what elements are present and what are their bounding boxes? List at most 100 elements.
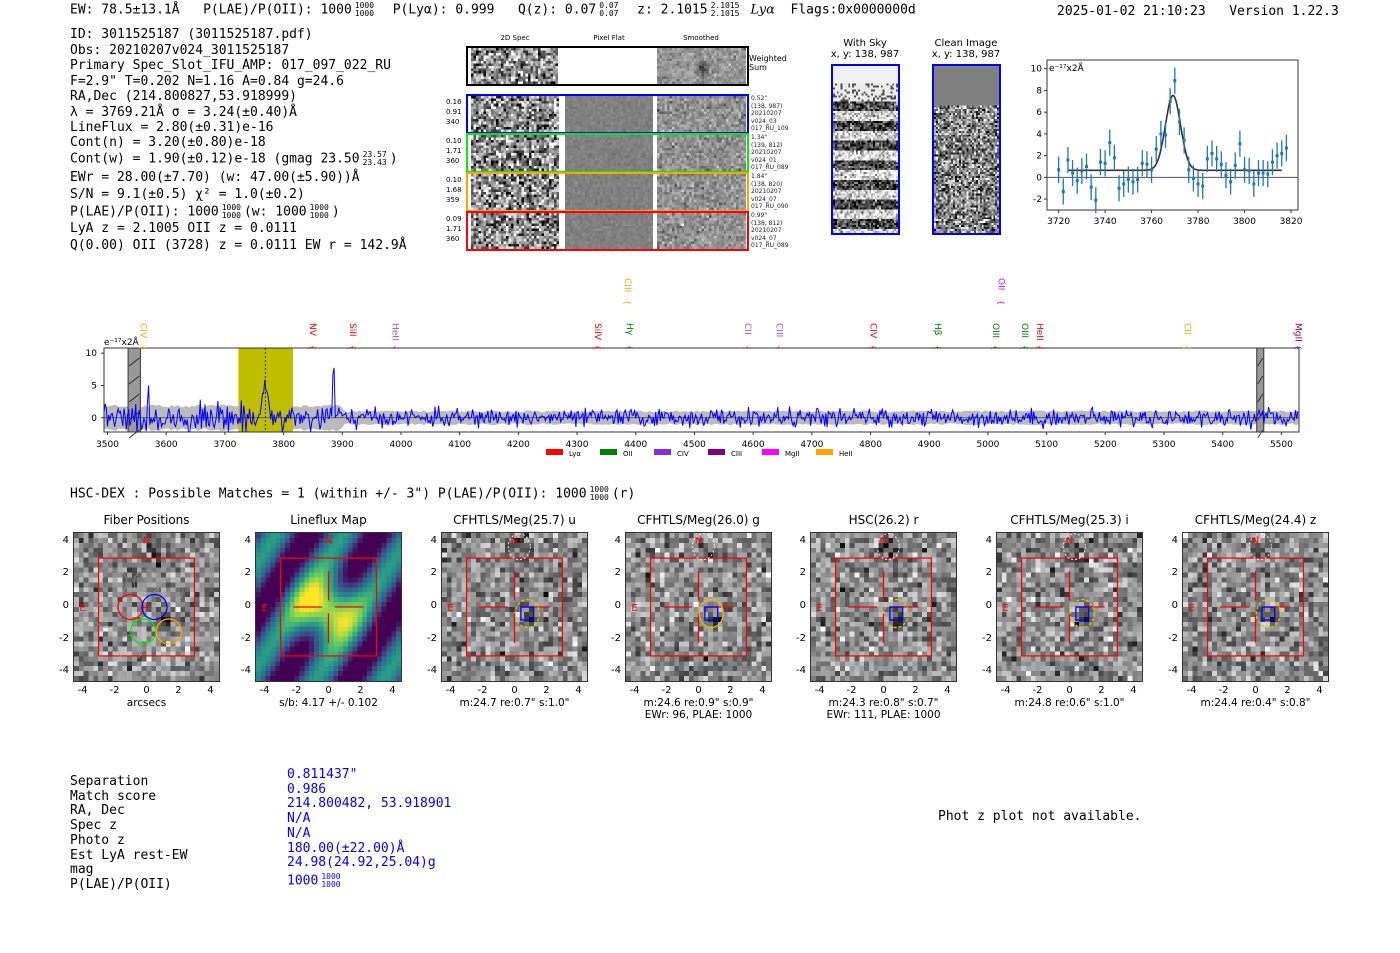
point-marker xyxy=(1280,151,1284,155)
east-marker: E xyxy=(631,603,637,614)
match-value: 0.986 xyxy=(287,782,326,797)
match-label: mag xyxy=(70,862,94,878)
x-tick-label: 0 xyxy=(143,685,150,696)
emission-line-label: SiIV { xyxy=(592,323,602,350)
header-summary: EW: 78.5±13.1Å P(LAE)/P(OII): 1000 1000 10… xyxy=(70,2,916,18)
cutout-caption: m:24.4 re:0.4" s:0.8" xyxy=(1200,697,1311,709)
fiber-info-line: 20210207 xyxy=(751,227,782,234)
point-marker xyxy=(1098,160,1102,164)
point-marker xyxy=(1057,168,1061,172)
y-tick-label: -4 xyxy=(611,665,621,677)
y-tick-label: 2 xyxy=(1036,152,1042,162)
x-tick-label: 2 xyxy=(543,685,550,696)
data-point xyxy=(1261,160,1265,187)
north-marker: N xyxy=(695,535,702,546)
x-tick-label: 3600 xyxy=(155,440,178,450)
data-point xyxy=(1122,170,1126,197)
point-marker xyxy=(1219,162,1223,166)
spec2d-header: 2D Spec xyxy=(500,34,530,42)
x-tick-label: 4 xyxy=(1316,685,1323,696)
match-label: RA, Dec xyxy=(70,803,125,819)
data-point xyxy=(1085,153,1089,180)
weighted-smoothed xyxy=(657,48,746,84)
legend-label: CIII xyxy=(731,450,742,458)
x-tick-label: -4 xyxy=(629,685,640,696)
emission-line-label: HeII { xyxy=(390,323,400,350)
y-tick-label: 0 xyxy=(799,600,806,611)
line-label-text: HeII xyxy=(390,323,400,341)
source-ellipse xyxy=(514,598,540,629)
point-marker xyxy=(1201,184,1205,188)
hatch-line xyxy=(1257,357,1264,367)
point-marker xyxy=(1103,161,1107,165)
y-tick-label: 4 xyxy=(430,534,437,546)
y-tick-label: 4 xyxy=(62,534,69,546)
fiber-2d-spec xyxy=(471,135,559,171)
x-tick-label: 4 xyxy=(575,685,582,696)
plot-frame xyxy=(103,347,1300,433)
line-label-text: CIV xyxy=(137,323,147,339)
x-tick-label: 2 xyxy=(1098,685,1105,696)
point-marker xyxy=(1066,158,1070,162)
data-point xyxy=(1266,161,1270,188)
fiber-pixel-flat xyxy=(565,135,653,171)
fiber-pixel-flat xyxy=(565,96,653,132)
plae-range: 1000 1000 xyxy=(321,872,340,889)
line-bracket-icon: { xyxy=(1035,345,1044,350)
cutout-image xyxy=(625,532,772,682)
y-tick-label: 8 xyxy=(1036,86,1042,96)
photz-note: Phot z plot not available. xyxy=(938,809,1142,824)
info-sn: S/N = 9.1(±0.5) χ² = 1.0(±0.2) xyxy=(70,187,305,202)
data-point xyxy=(1182,127,1186,154)
ew-value: EW: 78.5±13.1Å xyxy=(70,2,180,18)
x-tick-label: 3500 xyxy=(96,440,119,450)
x-tick-label: -4 xyxy=(814,685,825,696)
aperture-box xyxy=(1206,557,1305,657)
x-tick-label: 4 xyxy=(944,685,951,696)
info-contw: Cont(w) = 1.90(±0.12)e-18 (gmag 23.50 23.… xyxy=(70,151,398,167)
line-bracket-icon: { xyxy=(743,345,752,350)
with-sky-coords: x, y: 138, 987 xyxy=(830,49,900,60)
point-marker xyxy=(1173,79,1177,83)
with-sky-image xyxy=(831,64,900,235)
plae-w-upper: 1000 xyxy=(309,203,329,212)
line-label-text: CIII xyxy=(622,278,632,292)
fiber-smoothed xyxy=(657,96,746,132)
north-marker: N xyxy=(1066,535,1073,546)
fiber-info-line: 017_RU_089 xyxy=(751,164,789,171)
line-bracket-icon: { xyxy=(775,345,784,350)
point-marker xyxy=(1229,180,1233,184)
y-tick-label: 2 xyxy=(62,567,69,579)
fiber-info-line: v024_07 xyxy=(751,234,777,242)
info-q: Q(0.00) OII (3728) z = 0.0111 EW r = 142… xyxy=(70,238,407,253)
point-marker xyxy=(1261,171,1265,175)
x-tick-label: 4800 xyxy=(859,440,882,450)
gaussian-fit-curve xyxy=(1067,94,1282,172)
point-marker xyxy=(1210,151,1214,155)
cutout-overlay: N E + xyxy=(79,535,196,661)
with-sky-label: With Sky xyxy=(843,38,887,49)
contw-text: Cont(w) = 1.90(±0.12)e-18 (gmag 23.50 xyxy=(70,151,360,167)
fiber-smoothed xyxy=(657,135,746,171)
y-tick-label: -4 xyxy=(241,665,251,677)
x-tick-label: 4700 xyxy=(800,440,823,450)
fiber-circle xyxy=(101,569,128,596)
data-point xyxy=(1256,160,1260,187)
x-tick-label: -4 xyxy=(1000,685,1011,696)
with-sky-title: With Sky x, y: 138, 987 xyxy=(822,38,908,60)
line-bracket-icon: { xyxy=(933,345,942,350)
data-point xyxy=(1191,165,1195,192)
y-tick-label: 4 xyxy=(614,534,621,546)
north-marker: N xyxy=(143,535,150,546)
fiber-info-line: (138, 812) xyxy=(751,219,783,227)
fiber-2d-spec xyxy=(471,96,559,132)
match-box xyxy=(704,606,719,621)
fiber-row-stats: 0.10 1.68 359 xyxy=(446,175,462,205)
x-tick-label: 3740 xyxy=(1094,217,1117,227)
emission-line-label: CIV { xyxy=(137,323,147,350)
data-point xyxy=(1080,157,1084,184)
point-marker xyxy=(1243,168,1247,172)
cutout-caption: m:24.7 re:0.7" s:1.0" xyxy=(459,697,570,709)
cutout-caption: arcsecs xyxy=(126,697,167,709)
fiber-row-info: 0.52" (138, 987) 20210207 v024_03 017_RU_109 xyxy=(751,95,788,133)
